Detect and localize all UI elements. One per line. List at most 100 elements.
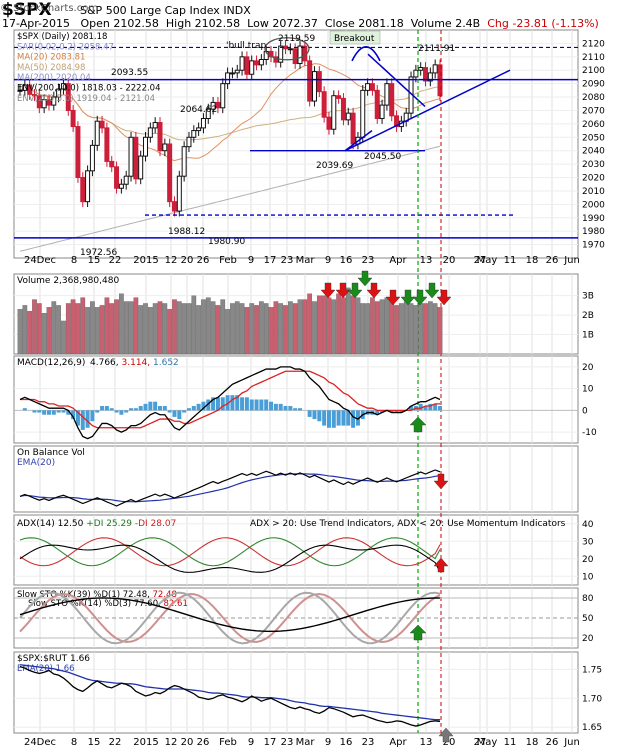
x-tick-label: 26 <box>546 737 559 748</box>
volume-bar <box>336 293 341 355</box>
price-tick-label: 1990 <box>582 214 605 224</box>
chart-symbol: $SPX <box>2 0 52 20</box>
signal-arrow <box>335 282 351 299</box>
candle-body <box>331 95 337 130</box>
volume-bar <box>239 303 245 355</box>
volume-title: Volume 2,368,980,480 <box>17 276 119 286</box>
obv-line <box>19 469 441 507</box>
x-tick-label: 26 <box>197 737 210 748</box>
macd-histogram-bar <box>61 410 66 413</box>
macd-histogram-bar <box>177 410 182 420</box>
macd-title: MACD(12,26,9) <box>17 358 85 368</box>
candle-body <box>65 83 71 111</box>
trendline-falling <box>367 53 426 107</box>
candle-body <box>413 69 419 78</box>
candle <box>278 40 284 68</box>
adx-tick-label: 30 <box>582 537 594 547</box>
x-tick-label: 26 <box>546 255 559 266</box>
candle-body <box>215 101 221 109</box>
candle <box>234 64 240 79</box>
candle <box>297 40 303 69</box>
macd-histogram-bar <box>375 410 380 415</box>
volume-bar <box>99 305 105 355</box>
macd-histogram-bar <box>32 410 37 413</box>
macd-histogram-bar <box>326 410 331 428</box>
candle <box>181 141 187 182</box>
candle-body <box>273 56 279 63</box>
x-tick-label: 23 <box>362 737 375 748</box>
candle <box>89 139 95 177</box>
candle <box>36 90 42 114</box>
quote-line: 17-Apr-2015 Open 2102.58 High 2102.58 Lo… <box>2 17 599 30</box>
signal-arrow <box>320 282 336 299</box>
candle <box>311 66 317 107</box>
volume-bar <box>176 301 182 355</box>
candle-body <box>418 67 424 71</box>
x-tick-label: 22 <box>109 737 122 748</box>
candle-body <box>292 48 298 65</box>
x-tick-label: May <box>477 255 498 266</box>
candle <box>307 55 313 107</box>
candle-body <box>41 99 47 109</box>
candle-body <box>104 127 110 162</box>
candle <box>287 43 293 55</box>
macd-histogram-bar <box>240 397 245 411</box>
x-tick-label: 17 <box>264 255 277 266</box>
macd-histogram-bar <box>133 408 138 411</box>
volume-bar <box>167 309 173 355</box>
candle-body <box>220 83 226 109</box>
ratio-tick-label: 1.65 <box>582 723 602 733</box>
candle-body <box>326 116 332 130</box>
candle <box>225 67 231 90</box>
x-tick-label: 18 <box>526 255 539 266</box>
candle-body <box>432 64 438 74</box>
macd-histogram-bar <box>331 410 336 428</box>
macd-histogram-bar <box>167 410 172 413</box>
price-annotation: 1980.90 <box>208 237 245 247</box>
candle-body <box>423 67 429 82</box>
chart-subtitle: S&P 500 Large Cap Index INDX <box>80 4 251 17</box>
panel-ratio <box>13 651 579 734</box>
candle-body <box>244 56 250 75</box>
volume-bar <box>292 303 298 355</box>
sto2-value: Slow STO %K(14) %D(3) <box>28 599 134 609</box>
volume-bar <box>316 295 322 355</box>
candle-body <box>181 146 187 177</box>
volume-bar <box>312 301 317 355</box>
macd-histogram-bar <box>336 410 341 426</box>
candle <box>340 93 346 126</box>
index-name: S&P 500 Large Cap Index <box>80 4 220 17</box>
candle <box>104 122 110 167</box>
ratio-ema-line <box>19 664 440 721</box>
candle <box>176 170 182 217</box>
candle <box>152 117 158 134</box>
ratio-title: $SPX:$RUT 1.66 <box>17 654 90 664</box>
x-tick-label: 2015 <box>133 255 158 266</box>
macd-histogram-bar <box>273 403 278 411</box>
candle-body <box>360 89 366 138</box>
macd-histogram-bar <box>119 410 124 415</box>
macd-histogram-bar <box>71 410 76 420</box>
volume-bar <box>172 299 177 355</box>
candle <box>326 111 332 135</box>
macd-histogram-bar <box>341 410 346 426</box>
candle <box>147 122 153 143</box>
candle-body <box>157 122 163 152</box>
price-tick-label: 2050 <box>582 133 605 143</box>
macd-histogram-bar <box>418 403 423 411</box>
macd-histogram-bar <box>312 410 317 420</box>
macd-histogram-bar <box>409 406 414 411</box>
signal-arrow <box>347 282 363 299</box>
candle-body <box>374 89 380 120</box>
x-tick-label: 9 <box>325 737 331 748</box>
volume-bar <box>384 297 390 355</box>
macd-histogram-bar <box>259 399 264 411</box>
candle-body <box>46 99 52 106</box>
volume-bar <box>85 307 90 355</box>
volume-bar <box>181 303 187 355</box>
price-tick-label: 2100 <box>582 66 605 76</box>
ma200-line <box>19 145 441 252</box>
macd-histogram-bar <box>80 410 85 430</box>
volume-bar <box>268 307 274 355</box>
